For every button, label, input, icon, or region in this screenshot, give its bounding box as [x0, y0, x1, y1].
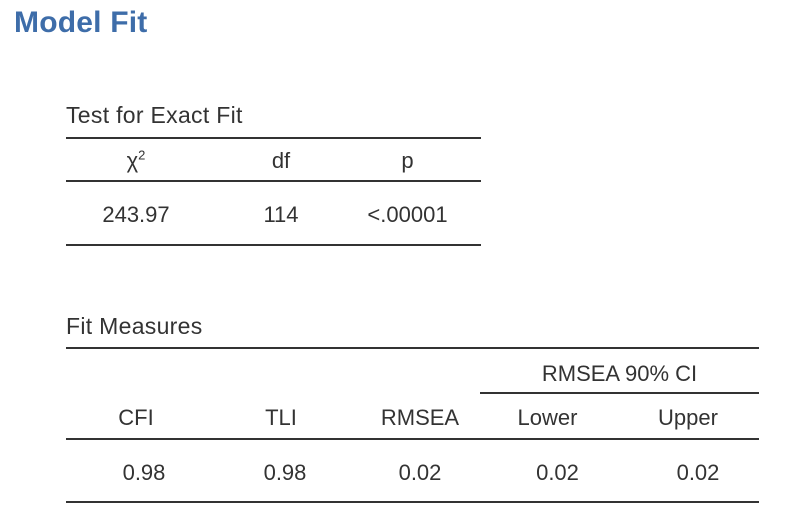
tli-header: TLI: [265, 405, 297, 430]
rmsea-ci-group-rule: [480, 392, 759, 394]
lower-value: 0.02: [536, 460, 579, 485]
rmsea-header: RMSEA: [380, 405, 460, 430]
exact-fit-header-rule: [66, 180, 481, 182]
chisq-header-superscript: 2: [138, 147, 146, 163]
p-value: <.00001: [367, 202, 448, 227]
df-header: df: [271, 148, 291, 173]
chisq-header-symbol: χ: [126, 148, 139, 173]
rmsea-ci-group-header: RMSEA 90% CI: [541, 361, 698, 386]
chisq-header: χ2: [66, 148, 206, 174]
cfi-value: 0.98: [122, 460, 166, 485]
rmsea-value: 0.02: [398, 460, 442, 485]
upper-header: Upper: [658, 405, 718, 430]
chisq-value: 243.97: [102, 202, 170, 227]
lower-header: Lower: [517, 405, 578, 430]
exact-fit-bottom-rule: [66, 244, 481, 246]
fit-measures-header-rule: [66, 438, 759, 440]
exact-fit-table-title: Test for Exact Fit: [66, 102, 243, 128]
df-value: 114: [263, 202, 299, 227]
tli-value: 0.98: [263, 460, 307, 485]
fit-measures-table-title: Fit Measures: [66, 313, 203, 339]
fit-measures-top-rule: [66, 347, 759, 349]
cfi-header: CFI: [118, 405, 154, 430]
p-header: p: [401, 148, 414, 173]
upper-value: 0.02: [676, 460, 720, 485]
page-title: Model Fit: [14, 6, 148, 39]
fit-measures-bottom-rule: [66, 501, 759, 503]
exact-fit-top-rule: [66, 137, 481, 139]
